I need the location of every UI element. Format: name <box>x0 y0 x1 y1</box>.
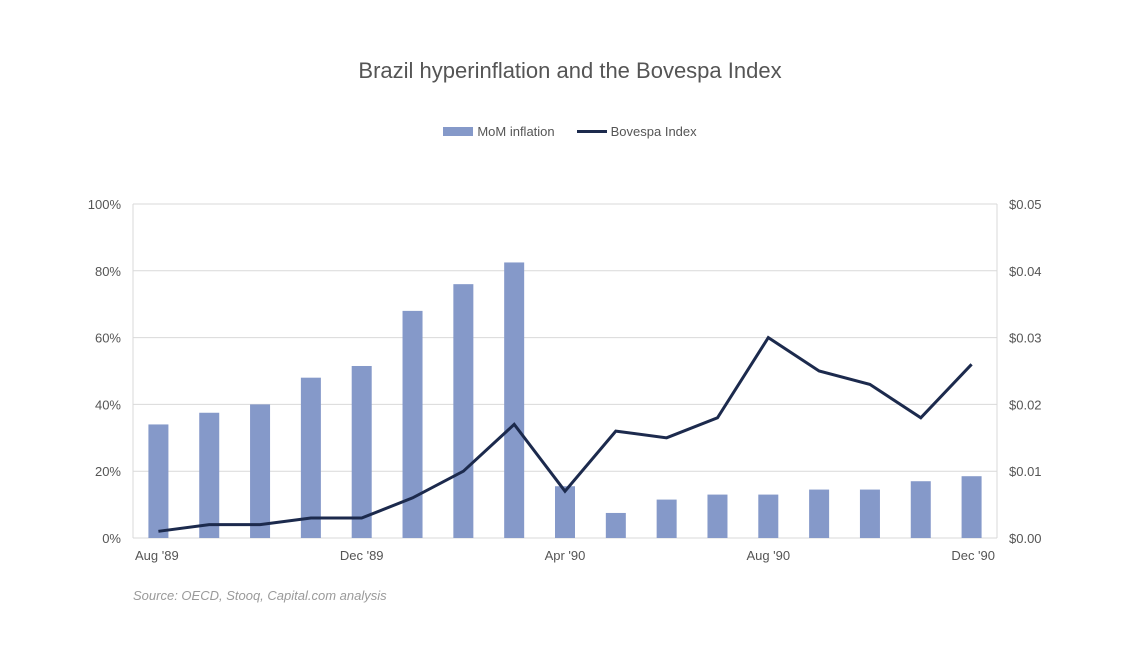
x-tick-label: Aug '89 <box>135 548 179 563</box>
inflation-bar <box>656 499 677 538</box>
y-right-tick-label: $0.02 <box>1009 397 1042 412</box>
inflation-bar <box>555 486 575 538</box>
inflation-bar <box>859 489 880 538</box>
y-left-tick-label: 100% <box>88 197 122 212</box>
source-note: Source: OECD, Stooq, Capital.com analysi… <box>133 588 387 603</box>
y-left-tick-label: 20% <box>95 464 121 479</box>
x-tick-label: Dec '90 <box>951 548 995 563</box>
inflation-bar <box>250 404 271 538</box>
legend-label-inflation: MoM inflation <box>477 124 555 139</box>
y-right-tick-label: $0.03 <box>1009 331 1042 346</box>
chart-title: Brazil hyperinflation and the Bovespa In… <box>358 58 782 83</box>
y-right-tick-label: $0.04 <box>1009 264 1042 279</box>
inflation-bar <box>351 365 372 538</box>
y-left-tick-label: 60% <box>95 331 121 346</box>
legend-item-bovespa: Bovespa Index <box>576 124 697 139</box>
y-left-tick-label: 40% <box>95 397 121 412</box>
inflation-bar <box>758 494 779 538</box>
legend-swatch-inflation <box>443 127 474 136</box>
x-tick-label: Dec '89 <box>340 548 384 563</box>
x-tick-label: Apr '90 <box>545 548 586 563</box>
y-left-tick-label: 80% <box>95 264 121 279</box>
inflation-bar <box>605 512 626 538</box>
inflation-bar <box>809 489 830 538</box>
inflation-bar <box>148 424 169 538</box>
inflation-bar <box>199 412 220 538</box>
legend-swatch-bovespa <box>576 130 607 133</box>
x-tick-label: Aug '90 <box>746 548 790 563</box>
y-right-tick-label: $0.00 <box>1009 531 1042 546</box>
inflation-bar <box>402 310 423 538</box>
y-right-tick-label: $0.01 <box>1009 464 1042 479</box>
legend: MoM inflation Bovespa Index <box>0 124 1140 139</box>
legend-item-inflation: MoM inflation <box>443 124 555 139</box>
inflation-bar <box>961 476 982 538</box>
inflation-bar <box>910 481 931 538</box>
y-left-tick-label: 0% <box>102 531 121 546</box>
inflation-bar <box>707 494 728 538</box>
inflation-bar <box>504 262 525 538</box>
y-right-tick-label: $0.05 <box>1009 197 1042 212</box>
inflation-bar <box>300 377 321 538</box>
inflation-bar <box>453 284 474 538</box>
legend-label-bovespa: Bovespa Index <box>610 124 697 139</box>
